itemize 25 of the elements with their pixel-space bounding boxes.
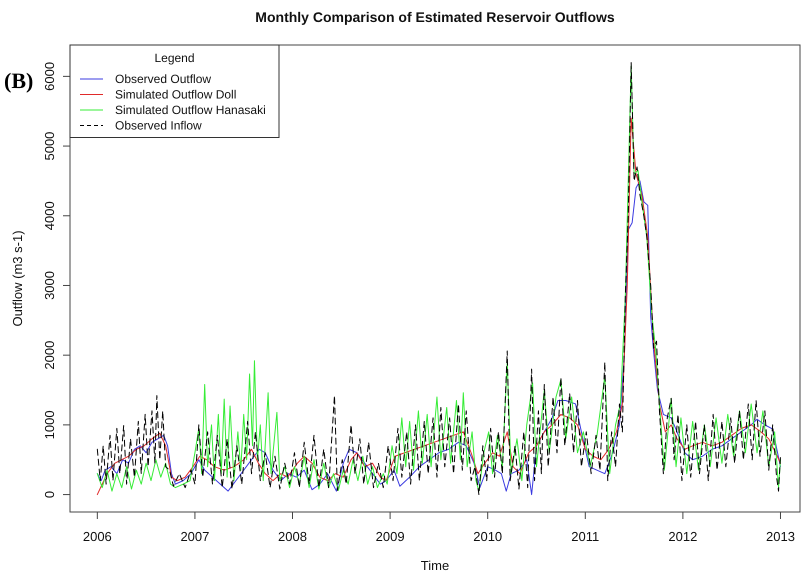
legend-label: Simulated Outflow Hanasaki	[115, 103, 266, 117]
y-tick-label: 0	[42, 490, 57, 498]
x-tick-label: 2010	[473, 529, 502, 544]
x-tick-label: 2006	[82, 529, 112, 544]
x-tick-label: 2013	[766, 529, 795, 544]
y-tick-label: 6000	[42, 62, 57, 91]
x-tick-label: 2008	[278, 529, 307, 544]
y-tick-label: 4000	[42, 201, 57, 230]
y-tick-label: 2000	[42, 340, 57, 370]
text: (B)	[4, 68, 34, 93]
y-axis-title: Outflow (m3 s-1)	[10, 230, 25, 327]
x-tick-label: 2009	[376, 529, 405, 544]
y-tick-label: 3000	[42, 271, 57, 300]
x-tick-label: 2012	[668, 529, 698, 544]
legend-label: Observed Inflow	[115, 118, 202, 132]
legend-label: Simulated Outflow Doll	[115, 88, 236, 102]
x-axis-title: Time	[420, 558, 450, 573]
chart-title: Monthly Comparison of Estimated Reservoir Outflows	[255, 9, 615, 25]
line-series	[96, 180, 781, 496]
x-tick-label: 2007	[180, 529, 210, 544]
legend-title: Legend	[154, 51, 195, 65]
x-tick-label: 2011	[571, 529, 600, 544]
y-tick-label: 1000	[42, 410, 57, 440]
y-tick-label: 5000	[42, 132, 57, 161]
legend-label: Observed Outflow	[115, 72, 212, 86]
